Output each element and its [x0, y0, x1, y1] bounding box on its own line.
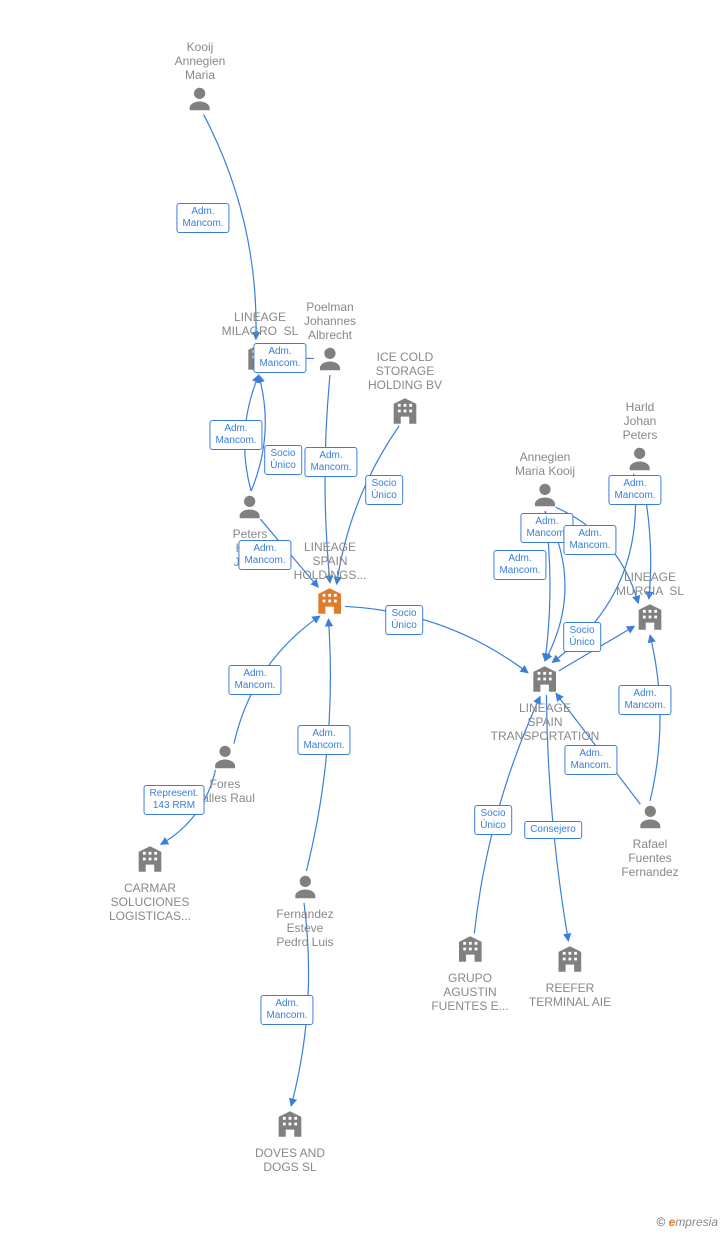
node-label: LINEAGE SPAIN TRANSPORTATION	[491, 701, 600, 743]
edge-label: Socio Único	[365, 475, 403, 505]
edge-label: Adm. Mancom.	[260, 995, 313, 1025]
node-kooij[interactable]: Kooij Annegien Maria	[175, 40, 226, 119]
edge-label: Adm. Mancom.	[618, 685, 671, 715]
edge-label: Adm. Mancom.	[228, 665, 281, 695]
edge	[251, 375, 265, 491]
edge	[204, 115, 256, 340]
node-label: ICE COLD STORAGE HOLDING BV	[368, 350, 442, 392]
node-label: LINEAGE MILAGRO SL	[222, 310, 299, 338]
building-icon	[529, 942, 611, 981]
network-diagram: Kooij Annegien Maria LINEAGE MILAGRO SL …	[0, 0, 728, 1235]
edge-label: Adm. Mancom.	[297, 725, 350, 755]
node-label: GRUPO AGUSTIN FUENTES E...	[431, 971, 508, 1013]
edge-label: Socio Único	[385, 605, 423, 635]
node-annegien2[interactable]: Annegien Maria Kooij	[515, 450, 575, 515]
node-label: LINEAGE MURCIA SL	[616, 570, 684, 598]
building-icon	[616, 600, 684, 639]
node-label: Harld Johan Peters	[623, 400, 658, 442]
node-lsh[interactable]: LINEAGE SPAIN HOLDINGS...	[294, 540, 367, 623]
person-icon	[233, 492, 268, 527]
edge	[650, 635, 660, 801]
node-label: Poelman Johannes Albrecht	[304, 300, 356, 342]
edge-label: Socio Único	[563, 622, 601, 652]
edge	[545, 511, 550, 661]
building-icon	[491, 662, 600, 701]
edge-label: Adm. Mancom.	[304, 447, 357, 477]
node-grupo[interactable]: GRUPO AGUSTIN FUENTES E...	[431, 930, 508, 1013]
node-poelman[interactable]: Poelman Johannes Albrecht	[304, 300, 356, 379]
building-icon	[109, 842, 191, 881]
person-icon	[623, 444, 658, 479]
person-icon	[621, 802, 678, 837]
edge-label: Adm. Mancom.	[563, 525, 616, 555]
person-icon	[175, 84, 226, 119]
node-icecold[interactable]: ICE COLD STORAGE HOLDING BV	[368, 350, 442, 433]
building-icon	[255, 1107, 325, 1146]
person-icon	[304, 344, 356, 379]
node-label: Peters Harld Johan	[233, 527, 268, 569]
edge	[306, 619, 330, 871]
node-label: CARMAR SOLUCIONES LOGISTICAS...	[109, 881, 191, 923]
node-label: Fores Valles Raul	[195, 777, 255, 805]
building-icon	[431, 932, 508, 971]
edge-label: Adm. Mancom.	[564, 745, 617, 775]
node-label: DOVES AND DOGS SL	[255, 1146, 325, 1174]
node-label: Kooij Annegien Maria	[175, 40, 226, 82]
node-label: Rafael Fuentes Fernandez	[621, 837, 678, 879]
copyright-symbol: ©	[656, 1215, 665, 1229]
building-icon	[368, 394, 442, 433]
person-icon	[195, 742, 255, 777]
edge-label: Adm. Mancom.	[520, 513, 573, 543]
node-fernandez[interactable]: Fernandez Esteve Pedro Luis	[276, 870, 333, 949]
node-harldjp[interactable]: Harld Johan Peters	[623, 400, 658, 479]
node-murcia[interactable]: LINEAGE MURCIA SL	[616, 570, 684, 639]
node-petershj[interactable]: Peters Harld Johan	[233, 490, 268, 569]
edge-label: Adm. Mancom.	[176, 203, 229, 233]
edge-label: Socio Único	[474, 805, 512, 835]
node-milagro[interactable]: LINEAGE MILAGRO SL	[222, 310, 299, 379]
node-reefer[interactable]: REEFER TERMINAL AIE	[529, 940, 611, 1009]
node-label: LINEAGE SPAIN HOLDINGS...	[294, 540, 367, 582]
node-lst[interactable]: LINEAGE SPAIN TRANSPORTATION	[491, 660, 600, 743]
edge-label: Adm. Mancom.	[608, 475, 661, 505]
node-doves[interactable]: DOVES AND DOGS SL	[255, 1105, 325, 1174]
edge	[245, 375, 259, 491]
edge-label: Socio Único	[264, 445, 302, 475]
edge	[545, 511, 565, 661]
node-carmar[interactable]: CARMAR SOLUCIONES LOGISTICAS...	[109, 840, 191, 923]
copyright: © empresia	[656, 1215, 718, 1229]
node-label: REEFER TERMINAL AIE	[529, 981, 611, 1009]
building-icon	[222, 340, 299, 379]
brand-rest: mpresia	[675, 1215, 718, 1229]
edge-label: Adm. Mancom.	[209, 420, 262, 450]
edge-label: Adm. Mancom.	[493, 550, 546, 580]
edge-label: Consejero	[524, 821, 582, 839]
node-label: Annegien Maria Kooij	[515, 450, 575, 478]
node-fores[interactable]: Fores Valles Raul	[195, 740, 255, 805]
node-rafael[interactable]: Rafael Fuentes Fernandez	[621, 800, 678, 879]
person-icon	[515, 480, 575, 515]
edge	[234, 616, 320, 744]
person-icon	[276, 872, 333, 907]
node-label: Fernandez Esteve Pedro Luis	[276, 907, 333, 949]
building-icon	[294, 584, 367, 623]
